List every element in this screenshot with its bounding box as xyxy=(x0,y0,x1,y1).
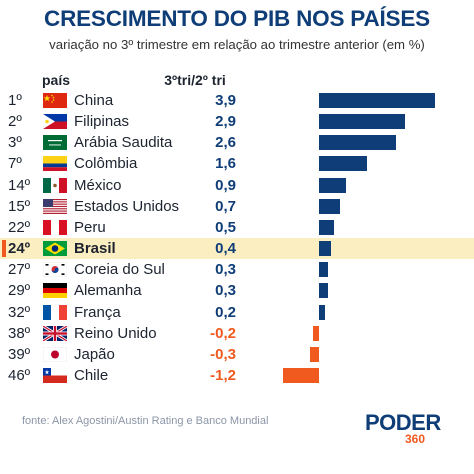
value-column-header: 3ºtri/2º tri xyxy=(164,72,226,88)
bar xyxy=(313,325,319,341)
chart-row: 39º Japão -0,3 xyxy=(0,344,474,365)
chart-title: CRESCIMENTO DO PIB NOS PAÍSES xyxy=(44,6,430,31)
country-label: Japão xyxy=(74,345,115,363)
chart-row: 7º Colômbia 1,6 xyxy=(0,153,474,174)
chart-row: 27º Coreia do Sul 0,3 xyxy=(0,259,474,280)
rank-label: 22º xyxy=(8,218,31,236)
country-label: Brasil xyxy=(74,240,116,258)
china-flag xyxy=(43,93,67,108)
rank-label: 15º xyxy=(8,197,31,215)
chart-row: 29º Alemanha 0,3 xyxy=(0,280,474,301)
bar xyxy=(319,283,328,299)
chart-row: 14º México 0,9 xyxy=(0,175,474,196)
value-label: 0,9 xyxy=(215,176,236,194)
country-label: China xyxy=(74,92,114,109)
philippines-flag xyxy=(43,114,67,130)
rank-label: 27º xyxy=(8,261,31,279)
value-label: 0,4 xyxy=(215,240,236,258)
chart-subtitle: variação no 3º trimestre em relação ao t… xyxy=(49,37,425,52)
south-korea-flag xyxy=(43,262,67,278)
source-note: fonte: Alex Agostini/Austin Rating e Ban… xyxy=(22,415,269,427)
bar xyxy=(319,114,406,130)
bar xyxy=(319,241,331,257)
rank-label: 24º xyxy=(8,240,31,258)
poder360-logo: PODER 360 xyxy=(365,410,455,450)
value-label: 1,6 xyxy=(215,155,236,173)
rank-label: 39º xyxy=(8,345,31,363)
value-label: 0,3 xyxy=(215,282,236,300)
rank-label: 38º xyxy=(8,324,31,342)
logo-sub-text: 360 xyxy=(405,432,426,446)
country-label: Arábia Saudita xyxy=(74,134,173,152)
france-flag xyxy=(43,304,67,320)
bar xyxy=(319,304,325,320)
uk-flag xyxy=(43,325,67,341)
chart-row: 22º Peru 0,5 xyxy=(0,217,474,238)
logo-main-text: PODER xyxy=(365,410,441,435)
value-label: 0,7 xyxy=(215,197,236,215)
usa-flag xyxy=(43,198,67,214)
country-column-header: país xyxy=(42,72,71,88)
bar xyxy=(319,198,340,214)
bar xyxy=(319,177,346,193)
chart-row: 15º Estados Unidos 0,7 xyxy=(0,196,474,217)
country-label: Colômbia xyxy=(74,155,138,173)
country-label: Filipinas xyxy=(74,113,130,131)
value-label: -0,3 xyxy=(210,345,236,363)
rank-label: 3º xyxy=(8,134,22,152)
rank-label: 32º xyxy=(8,303,31,321)
mexico-flag xyxy=(43,177,67,193)
saudi-arabia-flag xyxy=(43,135,67,151)
bar xyxy=(319,262,328,278)
bar xyxy=(319,135,397,151)
country-label: França xyxy=(74,303,121,321)
peru-flag xyxy=(43,219,67,235)
chart-row: 38º Reino Unido -0,2 xyxy=(0,323,474,344)
rank-label: 2º xyxy=(8,113,22,131)
germany-flag xyxy=(43,283,67,299)
value-label: 0,2 xyxy=(215,303,236,321)
rank-label: 1º xyxy=(8,92,22,109)
rank-label: 46º xyxy=(8,366,31,384)
chart-row: 1º China 3,9 xyxy=(0,90,474,111)
chart-row: 2º Filipinas 2,9 xyxy=(0,111,474,132)
bar xyxy=(319,219,334,235)
country-label: México xyxy=(74,176,122,194)
value-label: -0,2 xyxy=(210,324,236,342)
rank-label: 7º xyxy=(8,155,22,173)
japan-flag xyxy=(43,346,67,362)
country-label: Reino Unido xyxy=(74,324,157,342)
value-label: 2,6 xyxy=(215,134,236,152)
value-label: 0,3 xyxy=(215,261,236,279)
bar xyxy=(310,346,319,362)
country-label: Peru xyxy=(74,218,106,236)
value-label: 2,9 xyxy=(215,113,236,131)
country-label: Coreia do Sul xyxy=(74,261,165,279)
country-label: Alemanha xyxy=(74,282,142,300)
value-label: 3,9 xyxy=(215,92,236,109)
country-label: Estados Unidos xyxy=(74,197,180,215)
chart-rows: 1º China 3,9 2º Filipinas 2,9 3º Arábia Saudita… xyxy=(0,90,474,384)
chart-row: 46º Chile -1,2 xyxy=(0,365,474,386)
bar xyxy=(319,156,367,172)
highlight-marker xyxy=(2,240,6,258)
value-label: 0,5 xyxy=(215,218,236,236)
bar xyxy=(283,367,319,383)
country-label: Chile xyxy=(74,366,109,384)
chile-flag xyxy=(43,367,67,383)
chart-row: 24º Brasil 0,4 xyxy=(0,238,474,260)
brazil-flag xyxy=(43,241,67,257)
chart-row: 32º França 0,2 xyxy=(0,302,474,323)
rank-label: 29º xyxy=(8,282,31,300)
bar xyxy=(319,93,435,108)
chart-row: 3º Arábia Saudita 2,6 xyxy=(0,132,474,153)
value-label: -1,2 xyxy=(210,366,236,384)
rank-label: 14º xyxy=(8,176,31,194)
colombia-flag xyxy=(43,156,67,172)
